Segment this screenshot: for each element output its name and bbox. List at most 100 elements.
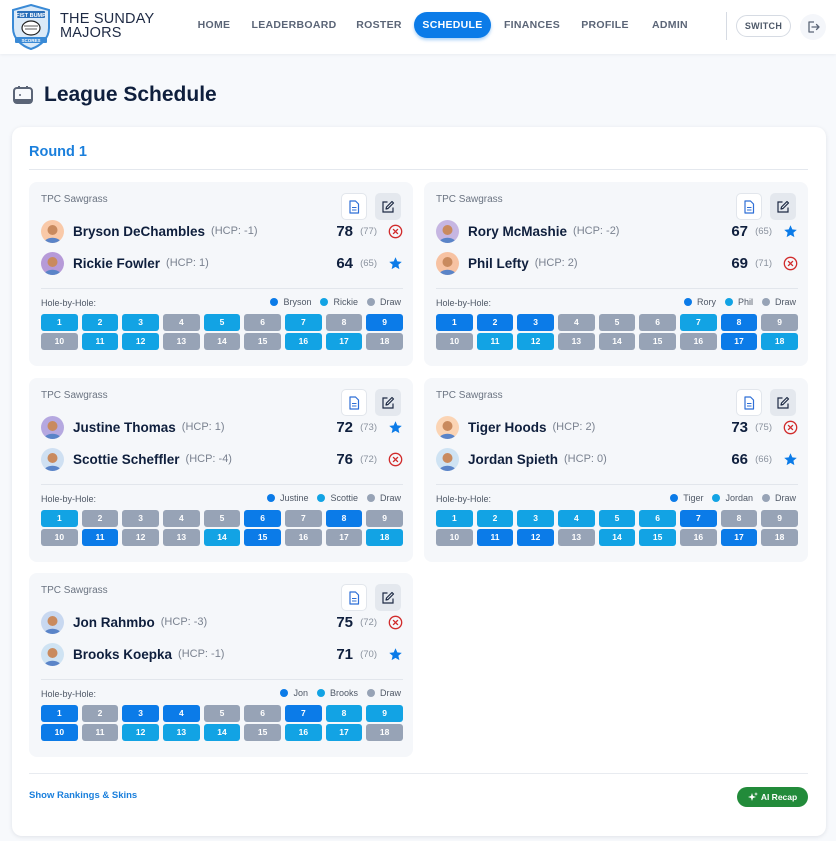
hole-cell[interactable]: 10 <box>41 724 78 741</box>
hole-cell[interactable]: 8 <box>325 314 363 331</box>
hole-cell[interactable]: 5 <box>598 314 636 331</box>
switch-button[interactable]: SWITCH <box>736 15 791 37</box>
hole-cell[interactable]: 14 <box>598 333 636 350</box>
hole-cell[interactable]: 8 <box>325 705 363 722</box>
hole-cell[interactable]: 5 <box>203 314 241 331</box>
hole-cell[interactable]: 18 <box>761 333 798 350</box>
hole-cell[interactable]: 4 <box>558 314 595 331</box>
hole-cell[interactable]: 7 <box>285 705 322 722</box>
hole-cell[interactable]: 8 <box>325 510 363 527</box>
hole-cell[interactable]: 7 <box>285 510 322 527</box>
hole-cell[interactable]: 12 <box>122 529 159 546</box>
hole-cell[interactable]: 14 <box>203 333 241 350</box>
nav-profile[interactable]: PROFILE <box>581 19 629 31</box>
hole-cell[interactable]: 9 <box>366 314 403 331</box>
hole-cell[interactable]: 9 <box>761 314 798 331</box>
hole-cell[interactable]: 18 <box>761 529 798 546</box>
nav-roster[interactable]: ROSTER <box>356 19 402 31</box>
view-scorecard-button[interactable] <box>736 193 762 220</box>
hole-cell[interactable]: 9 <box>761 510 798 527</box>
hole-cell[interactable]: 1 <box>41 705 78 722</box>
hole-cell[interactable]: 11 <box>476 333 514 350</box>
hole-cell[interactable]: 6 <box>244 705 281 722</box>
hole-cell[interactable]: 3 <box>122 510 159 527</box>
hole-cell[interactable]: 1 <box>436 510 473 527</box>
player-name[interactable]: Jon Rahmbo <box>73 614 155 630</box>
hole-cell[interactable]: 9 <box>366 510 403 527</box>
hole-cell[interactable]: 2 <box>81 510 119 527</box>
hole-cell[interactable]: 5 <box>598 510 636 527</box>
hole-cell[interactable]: 16 <box>285 529 322 546</box>
hole-cell[interactable]: 7 <box>680 510 717 527</box>
view-scorecard-button[interactable] <box>341 193 367 220</box>
hole-cell[interactable]: 7 <box>285 314 322 331</box>
hole-cell[interactable]: 14 <box>203 724 241 741</box>
hole-cell[interactable]: 14 <box>598 529 636 546</box>
hole-cell[interactable]: 11 <box>81 333 119 350</box>
hole-cell[interactable]: 10 <box>436 333 473 350</box>
hole-cell[interactable]: 2 <box>476 510 514 527</box>
player-name[interactable]: Bryson DeChambles <box>73 223 206 239</box>
hole-cell[interactable]: 12 <box>517 529 554 546</box>
hole-cell[interactable]: 2 <box>81 314 119 331</box>
hole-cell[interactable]: 16 <box>285 724 322 741</box>
nav-finances[interactable]: FINANCES <box>503 19 561 31</box>
logout-button[interactable] <box>800 14 826 40</box>
hole-cell[interactable]: 6 <box>244 314 281 331</box>
hole-cell[interactable]: 13 <box>558 333 595 350</box>
hole-cell[interactable]: 11 <box>476 529 514 546</box>
hole-cell[interactable]: 13 <box>163 529 200 546</box>
player-name[interactable]: Rickie Fowler <box>73 255 161 271</box>
hole-cell[interactable]: 16 <box>285 333 322 350</box>
nav-admin[interactable]: ADMIN <box>652 19 688 31</box>
hole-cell[interactable]: 10 <box>41 529 78 546</box>
hole-cell[interactable]: 17 <box>720 333 758 350</box>
hole-cell[interactable]: 5 <box>203 510 241 527</box>
edit-scores-button[interactable] <box>375 584 401 611</box>
nav-schedule[interactable]: SCHEDULE <box>414 12 491 38</box>
hole-cell[interactable]: 18 <box>366 333 403 350</box>
hole-cell[interactable]: 12 <box>517 333 554 350</box>
hole-cell[interactable]: 5 <box>203 705 241 722</box>
hole-cell[interactable]: 13 <box>558 529 595 546</box>
hole-cell[interactable]: 17 <box>720 529 758 546</box>
hole-cell[interactable]: 13 <box>163 333 200 350</box>
hole-cell[interactable]: 6 <box>244 510 281 527</box>
hole-cell[interactable]: 9 <box>366 705 403 722</box>
hole-cell[interactable]: 12 <box>122 333 159 350</box>
hole-cell[interactable]: 7 <box>680 314 717 331</box>
hole-cell[interactable]: 10 <box>436 529 473 546</box>
hole-cell[interactable]: 8 <box>720 314 758 331</box>
hole-cell[interactable]: 17 <box>325 529 363 546</box>
show-rankings-link[interactable]: Show Rankings & Skins <box>29 790 138 801</box>
hole-cell[interactable]: 15 <box>244 333 281 350</box>
hole-cell[interactable]: 15 <box>639 333 676 350</box>
player-name[interactable]: Rory McMashie <box>468 223 568 239</box>
hole-cell[interactable]: 10 <box>41 333 78 350</box>
hole-cell[interactable]: 16 <box>680 529 717 546</box>
edit-scores-button[interactable] <box>375 389 401 416</box>
player-name[interactable]: Jordan Spieth <box>468 451 559 467</box>
hole-cell[interactable]: 11 <box>81 724 119 741</box>
hole-cell[interactable]: 18 <box>366 529 403 546</box>
hole-cell[interactable]: 13 <box>163 724 200 741</box>
hole-cell[interactable]: 6 <box>639 314 676 331</box>
hole-cell[interactable]: 15 <box>244 529 281 546</box>
hole-cell[interactable]: 17 <box>325 333 363 350</box>
player-name[interactable]: Tiger Hoods <box>468 419 547 435</box>
hole-cell[interactable]: 12 <box>122 724 159 741</box>
hole-cell[interactable]: 4 <box>163 510 200 527</box>
hole-cell[interactable]: 4 <box>163 705 200 722</box>
player-name[interactable]: Phil Lefty <box>468 255 529 271</box>
view-scorecard-button[interactable] <box>341 389 367 416</box>
hole-cell[interactable]: 8 <box>720 510 758 527</box>
hole-cell[interactable]: 3 <box>517 314 554 331</box>
edit-scores-button[interactable] <box>770 193 796 220</box>
hole-cell[interactable]: 14 <box>203 529 241 546</box>
hole-cell[interactable]: 6 <box>639 510 676 527</box>
hole-cell[interactable]: 3 <box>122 314 159 331</box>
hole-cell[interactable]: 18 <box>366 724 403 741</box>
edit-scores-button[interactable] <box>770 389 796 416</box>
edit-scores-button[interactable] <box>375 193 401 220</box>
player-name[interactable]: Justine Thomas <box>73 419 176 435</box>
